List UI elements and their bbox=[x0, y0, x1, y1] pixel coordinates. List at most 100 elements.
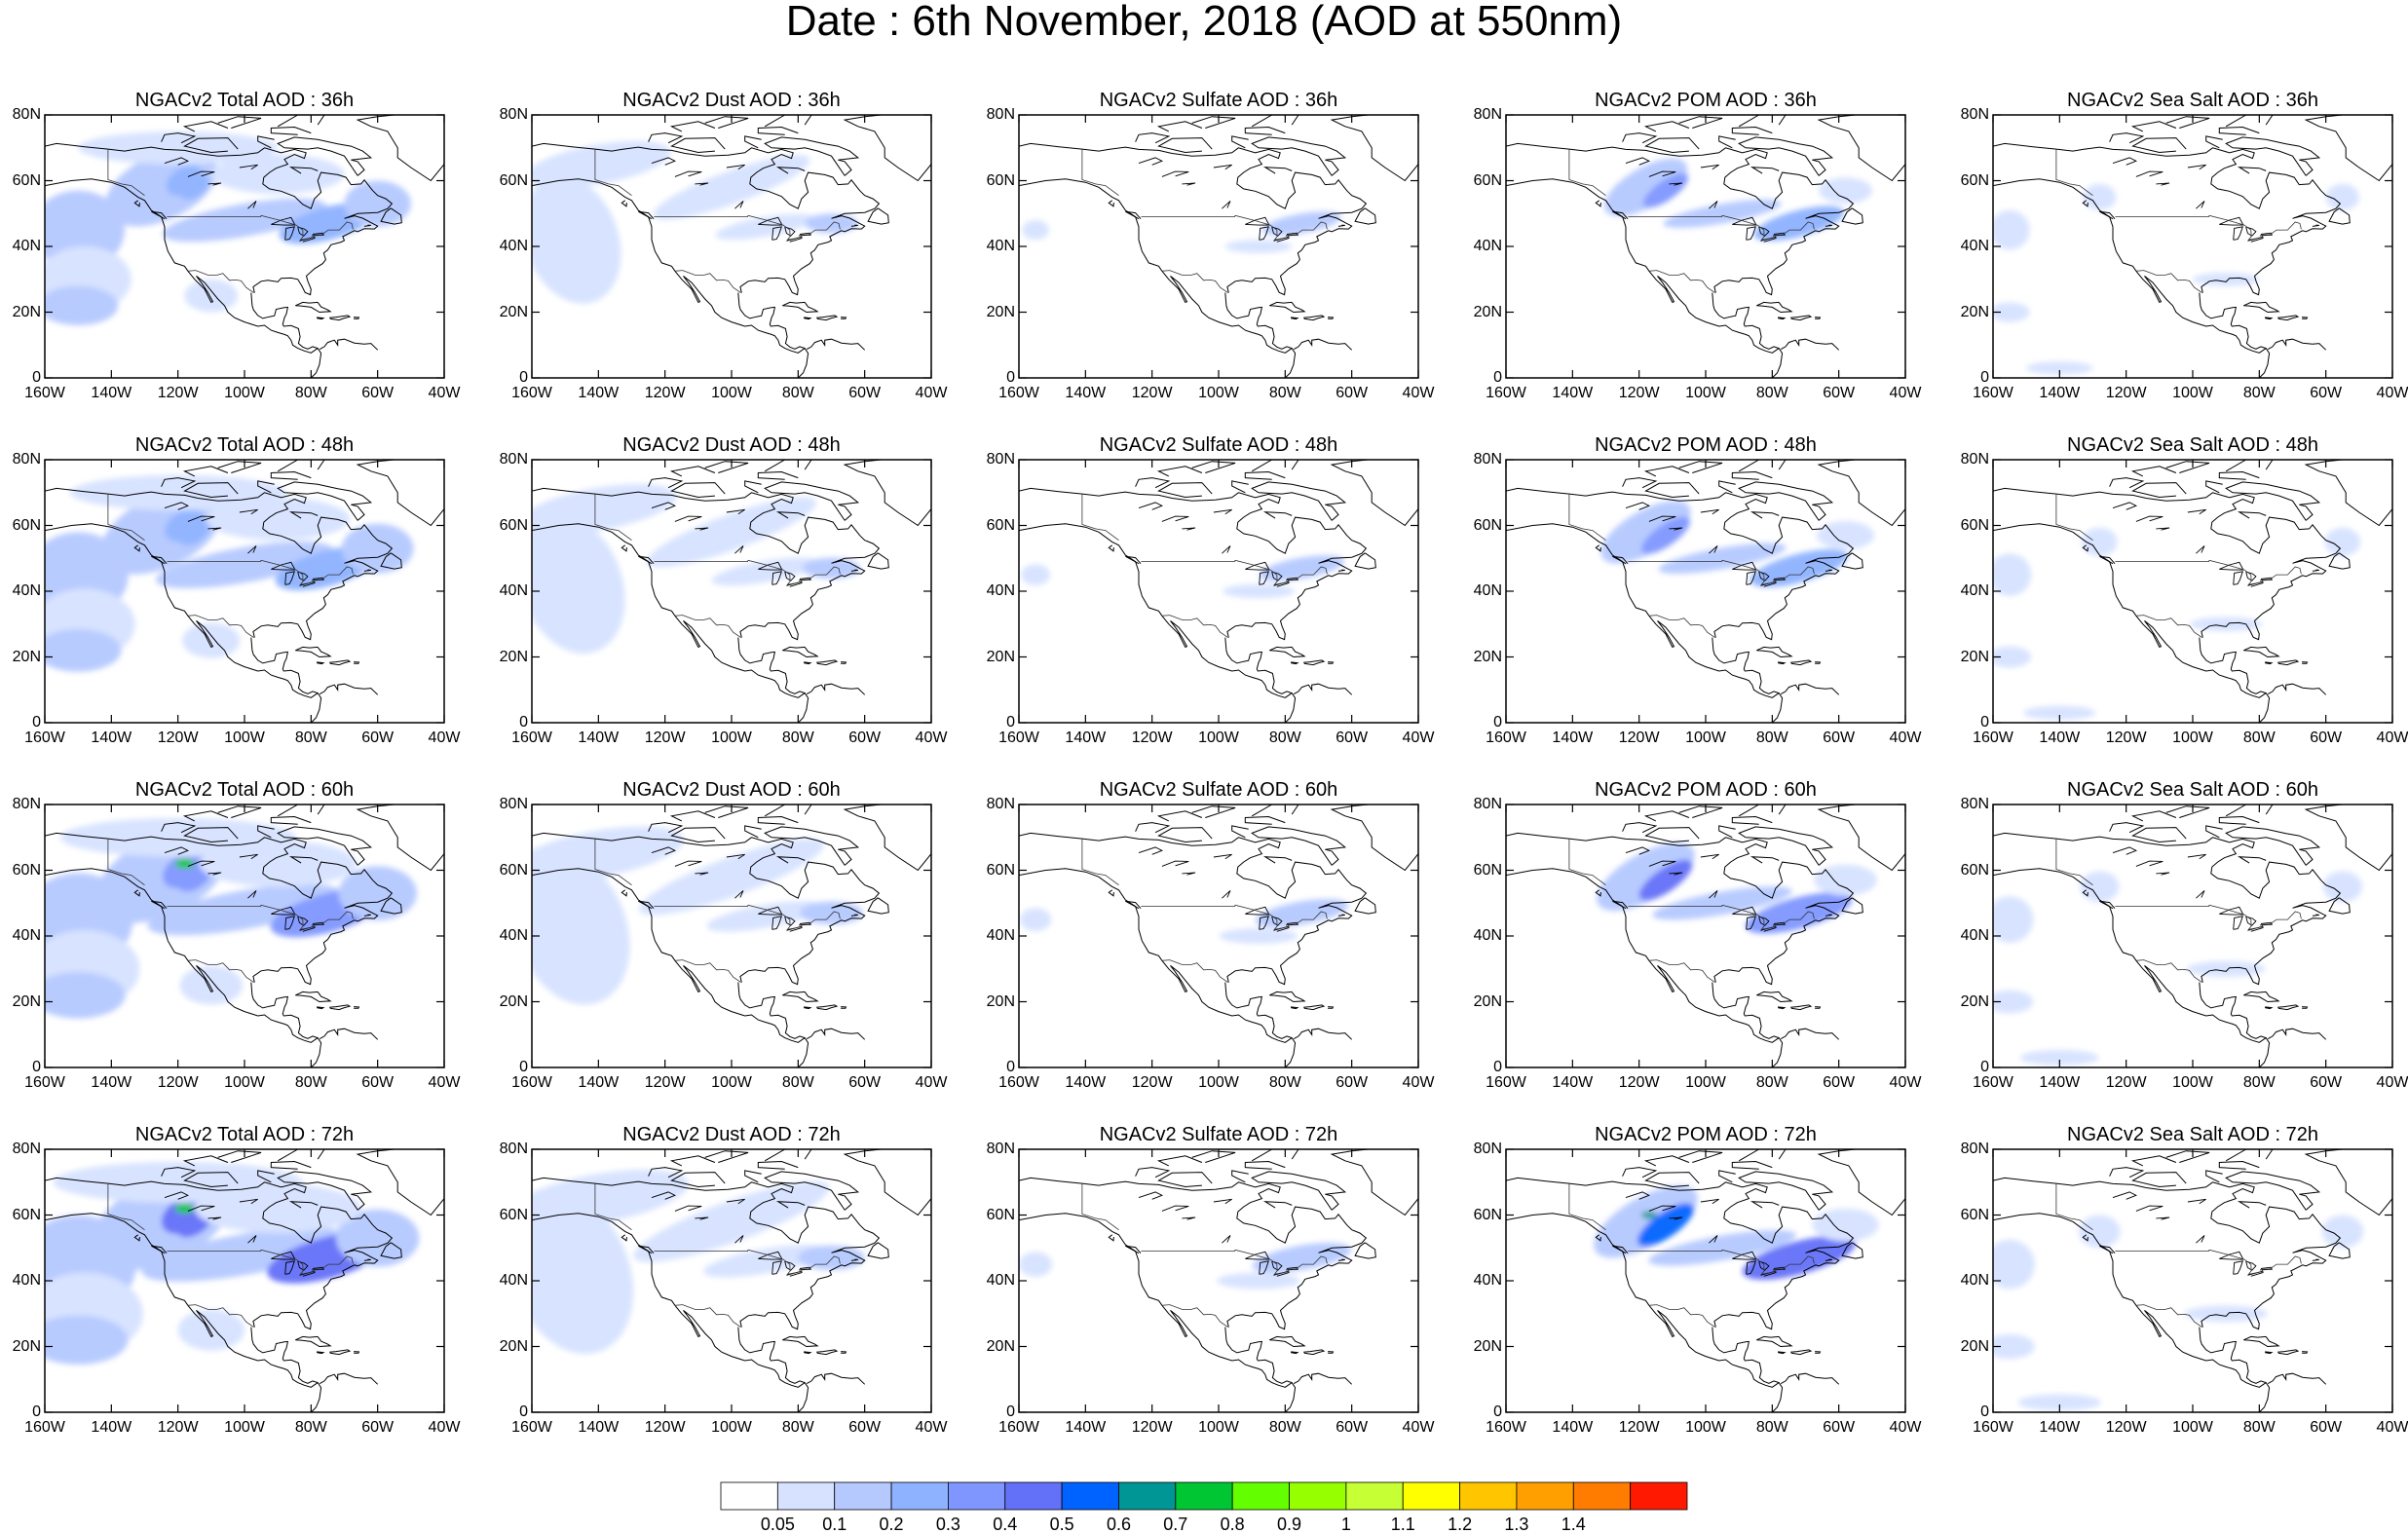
coastline bbox=[757, 1160, 799, 1170]
x-tick-label: 120W bbox=[1131, 1419, 1173, 1436]
x-tick-label: 40W bbox=[1889, 1419, 1922, 1436]
colorbar-swatch bbox=[776, 1481, 836, 1511]
x-tick-label: 80W bbox=[2242, 1074, 2276, 1091]
lake-outline bbox=[1161, 1205, 1189, 1212]
lake-outline bbox=[2219, 1251, 2244, 1260]
coastline bbox=[183, 137, 239, 154]
x-tick-label: 120W bbox=[157, 385, 199, 401]
x-tick-label: 120W bbox=[2105, 730, 2147, 746]
x-tick-label: 60W bbox=[361, 385, 395, 401]
aod-plume bbox=[1812, 1208, 1879, 1242]
coastline bbox=[277, 460, 325, 472]
lake-outline bbox=[2135, 515, 2163, 522]
aod-plume bbox=[2083, 183, 2117, 210]
coastline bbox=[1815, 661, 1822, 664]
x-tick-label: 140W bbox=[1065, 730, 1107, 746]
x-tick-label: 40W bbox=[2376, 1419, 2408, 1436]
aod-plume bbox=[1814, 864, 1877, 896]
coastline bbox=[2265, 1006, 2274, 1010]
lake-outline bbox=[651, 1191, 677, 1200]
coastline bbox=[1718, 135, 1736, 149]
coastline bbox=[270, 1160, 312, 1170]
coastline bbox=[670, 137, 726, 154]
x-tick-label: 100W bbox=[224, 385, 265, 401]
aod-plume bbox=[2078, 1215, 2121, 1249]
x-tick-label: 60W bbox=[848, 385, 882, 401]
lake-outline bbox=[1625, 157, 1651, 166]
lake-outline bbox=[1161, 515, 1189, 522]
lake-outline bbox=[1245, 1251, 1270, 1260]
coastline bbox=[782, 301, 819, 314]
aod-plume bbox=[532, 826, 684, 881]
y-tick-label: 0 bbox=[32, 714, 41, 730]
x-tick-label: 80W bbox=[294, 730, 327, 746]
lake-outline bbox=[187, 515, 215, 522]
x-tick-label: 100W bbox=[1198, 385, 1239, 401]
lake-outline bbox=[734, 545, 744, 554]
x-tick-label: 160W bbox=[24, 730, 65, 746]
x-tick-label: 140W bbox=[1065, 1419, 1107, 1436]
coastline bbox=[1291, 661, 1299, 665]
coastline bbox=[1328, 1006, 1335, 1009]
x-tick-label: 60W bbox=[2310, 385, 2343, 401]
y-tick-label: 20N bbox=[1473, 992, 1502, 1010]
coastline bbox=[804, 1351, 812, 1355]
country-border bbox=[1568, 839, 1606, 886]
lake-outline bbox=[1746, 916, 1756, 930]
coastline bbox=[2131, 827, 2187, 843]
lake-outline bbox=[284, 916, 295, 930]
coastline bbox=[1643, 1155, 1690, 1167]
aod-plume bbox=[1219, 928, 1298, 944]
coastline bbox=[670, 827, 726, 843]
x-tick-label: 80W bbox=[781, 730, 814, 746]
coastline bbox=[2277, 659, 2300, 666]
aod-plume bbox=[1753, 206, 1845, 242]
coastline bbox=[1269, 301, 1306, 314]
aod-plume bbox=[184, 279, 239, 313]
coastline bbox=[1262, 167, 1293, 174]
aod-plume bbox=[1594, 1185, 1698, 1258]
coastline bbox=[182, 1155, 229, 1167]
coastline bbox=[183, 1172, 239, 1188]
y-tick-label: 20N bbox=[12, 992, 41, 1010]
colorbar-swatch bbox=[1459, 1481, 1518, 1511]
coastline bbox=[1231, 825, 1249, 839]
coastline bbox=[250, 292, 319, 350]
coastline bbox=[704, 116, 749, 129]
aod-plume bbox=[45, 1315, 129, 1366]
aod-plume bbox=[2020, 1049, 2099, 1066]
lake-outline bbox=[771, 916, 782, 930]
lake-outline bbox=[1732, 216, 1757, 226]
coastline bbox=[2165, 461, 2210, 473]
panel-title: NGACv2 Sea Salt AOD : 36h bbox=[2067, 90, 2318, 111]
coastline bbox=[1738, 136, 1834, 176]
y-tick-label: 40N bbox=[1473, 582, 1502, 599]
lake-outline bbox=[2196, 545, 2205, 554]
x-tick-label: 120W bbox=[1618, 1074, 1660, 1091]
aod-plume bbox=[803, 557, 860, 580]
coastline bbox=[1135, 477, 1171, 489]
y-tick-label: 40N bbox=[1960, 1272, 1989, 1289]
lake-outline bbox=[1271, 916, 1283, 926]
lake-outline bbox=[1700, 164, 1719, 170]
coastline bbox=[1817, 460, 1905, 527]
x-tick-label: 100W bbox=[711, 385, 752, 401]
lake-outline bbox=[2233, 1260, 2243, 1275]
lake-outline bbox=[2112, 846, 2138, 855]
lake-outline bbox=[1648, 860, 1676, 867]
y-tick-label: 20N bbox=[986, 648, 1015, 665]
lake-outline bbox=[1271, 571, 1283, 581]
country-border bbox=[107, 839, 145, 886]
coastline bbox=[1293, 1028, 1353, 1040]
coastline bbox=[1790, 1349, 1813, 1356]
coastline bbox=[2277, 315, 2300, 321]
colorbar-label: 1.3 bbox=[1504, 1515, 1529, 1534]
lake-outline bbox=[1213, 164, 1232, 170]
aod-map bbox=[1992, 1148, 2393, 1413]
coastline bbox=[319, 338, 379, 351]
coastline bbox=[532, 142, 881, 296]
coastline bbox=[648, 132, 684, 144]
coastline bbox=[1330, 804, 1418, 872]
y-tick-label: 0 bbox=[1006, 369, 1015, 386]
aod-map bbox=[1018, 459, 1419, 724]
